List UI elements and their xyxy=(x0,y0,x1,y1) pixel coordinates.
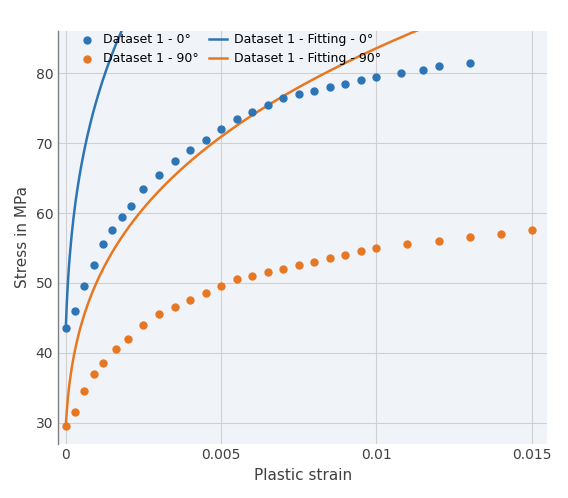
Dataset 1 - 0° xyxy=(263,101,272,109)
Line: Dataset 1 - Fitting - 0°: Dataset 1 - Fitting - 0° xyxy=(66,0,547,328)
Dataset 1 - 0° xyxy=(232,115,241,123)
Legend: Dataset 1 - 0°, Dataset 1 - 90°, Dataset 1 - Fitting - 0°, Dataset 1 - Fitting -: Dataset 1 - 0°, Dataset 1 - 90°, Dataset… xyxy=(74,29,385,69)
Dataset 1 - 90° xyxy=(123,335,132,343)
Dataset 1 - 90° xyxy=(170,303,179,311)
Dataset 1 - 0° xyxy=(108,227,117,235)
Dataset 1 - 0° xyxy=(117,213,126,221)
Dataset 1 - 0° xyxy=(127,202,136,210)
Dataset 1 - Fitting - 90° xyxy=(323,70,329,76)
Dataset 1 - 0° xyxy=(98,241,107,249)
Dataset 1 - 90° xyxy=(80,387,89,395)
Dataset 1 - 0° xyxy=(372,73,381,81)
Dataset 1 - 0° xyxy=(201,135,210,143)
Dataset 1 - Fitting - 90° xyxy=(294,85,301,91)
Dataset 1 - 90° xyxy=(89,370,98,377)
Dataset 1 - 0° xyxy=(139,185,148,193)
Dataset 1 - 90° xyxy=(403,241,412,249)
Dataset 1 - 90° xyxy=(527,227,536,235)
Dataset 1 - 0° xyxy=(325,83,335,91)
Dataset 1 - Fitting - 90° xyxy=(349,57,356,63)
Dataset 1 - 0° xyxy=(70,307,80,315)
Dataset 1 - 90° xyxy=(98,359,107,367)
Dataset 1 - 90° xyxy=(310,258,319,266)
Dataset 1 - Fitting - 90° xyxy=(457,10,464,16)
Dataset 1 - 90° xyxy=(154,310,164,318)
Dataset 1 - 90° xyxy=(186,296,195,304)
Dataset 1 - 90° xyxy=(341,251,350,259)
Dataset 1 - 90° xyxy=(434,237,443,245)
X-axis label: Plastic strain: Plastic strain xyxy=(253,468,352,483)
Dataset 1 - 90° xyxy=(279,265,288,273)
Dataset 1 - 90° xyxy=(201,289,210,297)
Dataset 1 - 0° xyxy=(279,94,288,102)
Dataset 1 - 90° xyxy=(496,230,505,238)
Dataset 1 - 90° xyxy=(325,254,335,262)
Dataset 1 - 0° xyxy=(248,108,257,116)
Dataset 1 - 0° xyxy=(396,69,406,77)
Dataset 1 - 0° xyxy=(216,125,225,133)
Dataset 1 - 90° xyxy=(216,282,225,290)
Dataset 1 - Fitting - 90° xyxy=(62,423,69,429)
Dataset 1 - Fitting - 90° xyxy=(291,87,298,93)
Dataset 1 - 90° xyxy=(294,261,303,269)
Dataset 1 - 90° xyxy=(70,408,80,416)
Dataset 1 - 0° xyxy=(310,87,319,95)
Dataset 1 - 90° xyxy=(61,422,70,430)
Dataset 1 - 0° xyxy=(170,157,179,165)
Dataset 1 - 0° xyxy=(465,59,474,67)
Dataset 1 - 0° xyxy=(186,146,195,154)
Dataset 1 - 0° xyxy=(419,66,428,74)
Dataset 1 - 0° xyxy=(294,90,303,98)
Dataset 1 - 90° xyxy=(232,275,241,283)
Dataset 1 - 90° xyxy=(465,234,474,242)
Dataset 1 - 90° xyxy=(248,272,257,280)
Dataset 1 - 0° xyxy=(356,76,365,84)
Dataset 1 - 0° xyxy=(61,324,70,332)
Dataset 1 - 90° xyxy=(139,321,148,329)
Line: Dataset 1 - Fitting - 90°: Dataset 1 - Fitting - 90° xyxy=(66,0,547,426)
Dataset 1 - 90° xyxy=(111,345,120,353)
Dataset 1 - 0° xyxy=(89,261,98,269)
Dataset 1 - 0° xyxy=(80,282,89,290)
Dataset 1 - 90° xyxy=(372,244,381,252)
Dataset 1 - 0° xyxy=(434,62,443,70)
Dataset 1 - 90° xyxy=(356,248,365,255)
Dataset 1 - Fitting - 0° xyxy=(62,325,69,331)
Dataset 1 - 0° xyxy=(154,171,164,179)
Dataset 1 - 90° xyxy=(263,268,272,276)
Y-axis label: Stress in MPa: Stress in MPa xyxy=(15,186,30,288)
Dataset 1 - 0° xyxy=(341,80,350,88)
